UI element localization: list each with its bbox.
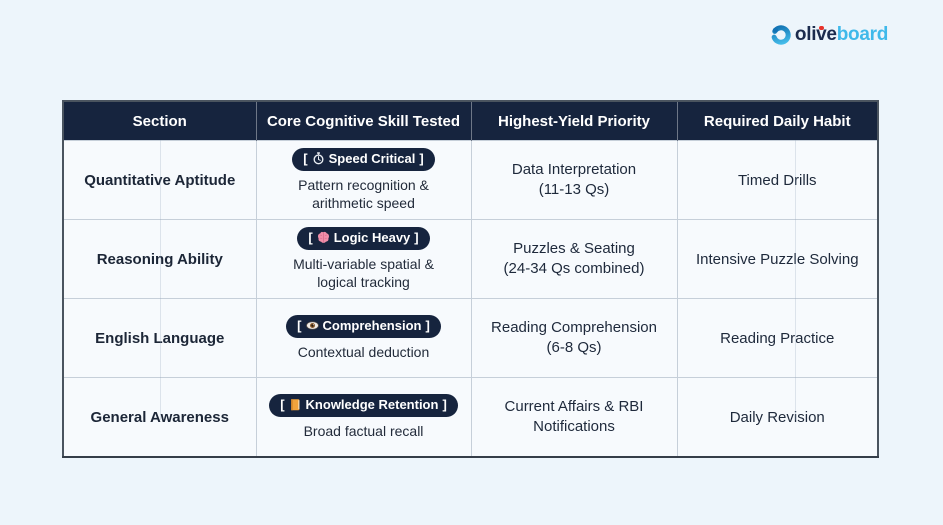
skill-cell: [Logic Heavy] Multi-variable spatial & l… bbox=[255, 219, 472, 299]
oliveboard-swirl-icon bbox=[771, 25, 791, 45]
table-header-row: Section Core Cognitive Skill Tested High… bbox=[63, 101, 878, 141]
priority-cell: Current Affairs & RBI Notifications bbox=[470, 377, 678, 458]
table-row: Reasoning Ability [Logic Heavy] Multi-va… bbox=[63, 219, 879, 299]
skill-cell: [Knowledge Retention] Broad factual reca… bbox=[255, 377, 472, 458]
skill-badge: [Speed Critical] bbox=[292, 147, 435, 171]
habit-cell: Daily Revision bbox=[676, 377, 879, 458]
priority-cell: Data Interpretation (11-13 Qs) bbox=[470, 140, 678, 220]
skill-description: Broad factual recall bbox=[303, 422, 424, 439]
stopwatch-icon bbox=[312, 152, 325, 165]
habit-cell: Timed Drills bbox=[676, 140, 879, 220]
habit-cell: Reading Practice bbox=[676, 298, 879, 378]
eye-icon bbox=[305, 319, 319, 332]
book-icon bbox=[289, 398, 302, 411]
section-cell: Reasoning Ability bbox=[63, 219, 257, 299]
brain-icon bbox=[317, 231, 330, 244]
column-header-habit: Required Daily Habit bbox=[676, 101, 878, 141]
skill-badge-label: Comprehension bbox=[322, 317, 422, 333]
skill-description: Contextual deduction bbox=[297, 343, 430, 360]
section-cell: Quantitative Aptitude bbox=[63, 140, 257, 220]
logo-text-olive: olive bbox=[794, 24, 837, 45]
logo-text-board: board bbox=[836, 24, 889, 45]
skill-badge: [Knowledge Retention] bbox=[269, 393, 458, 417]
skill-badge: [Logic Heavy] bbox=[297, 226, 430, 250]
skill-description: Multi-variable spatial & logical trackin… bbox=[293, 255, 434, 290]
priority-cell: Reading Comprehension (6-8 Qs) bbox=[470, 298, 678, 378]
column-header-skill: Core Cognitive Skill Tested bbox=[255, 101, 471, 141]
skill-badge: [Comprehension] bbox=[286, 314, 441, 338]
skill-cell: [Comprehension] Contextual deduction bbox=[255, 298, 472, 378]
logo-red-dot-icon bbox=[819, 25, 824, 30]
priority-cell: Puzzles & Seating (24-34 Qs combined) bbox=[470, 219, 678, 299]
skill-badge-label: Logic Heavy bbox=[333, 229, 411, 245]
habit-cell: Intensive Puzzle Solving bbox=[676, 219, 879, 299]
comparison-table: Section Core Cognitive Skill Tested High… bbox=[62, 100, 879, 458]
oliveboard-logo: olive board bbox=[770, 24, 888, 46]
skill-badge-label: Speed Critical bbox=[328, 150, 416, 166]
table-row: English Language [Comprehension] Context… bbox=[63, 298, 879, 378]
skill-badge-label: Knowledge Retention bbox=[305, 396, 439, 412]
section-cell: General Awareness bbox=[63, 377, 257, 458]
table-row: General Awareness [Knowledge Retention] … bbox=[63, 377, 879, 458]
table-row: Quantitative Aptitude [Speed Critical] P… bbox=[63, 140, 879, 220]
skill-cell: [Speed Critical] Pattern recognition & a… bbox=[255, 140, 472, 220]
column-header-section: Section bbox=[63, 101, 256, 141]
column-header-priority: Highest-Yield Priority bbox=[470, 101, 677, 141]
skill-description: Pattern recognition & arithmetic speed bbox=[298, 176, 429, 211]
section-cell: English Language bbox=[63, 298, 257, 378]
